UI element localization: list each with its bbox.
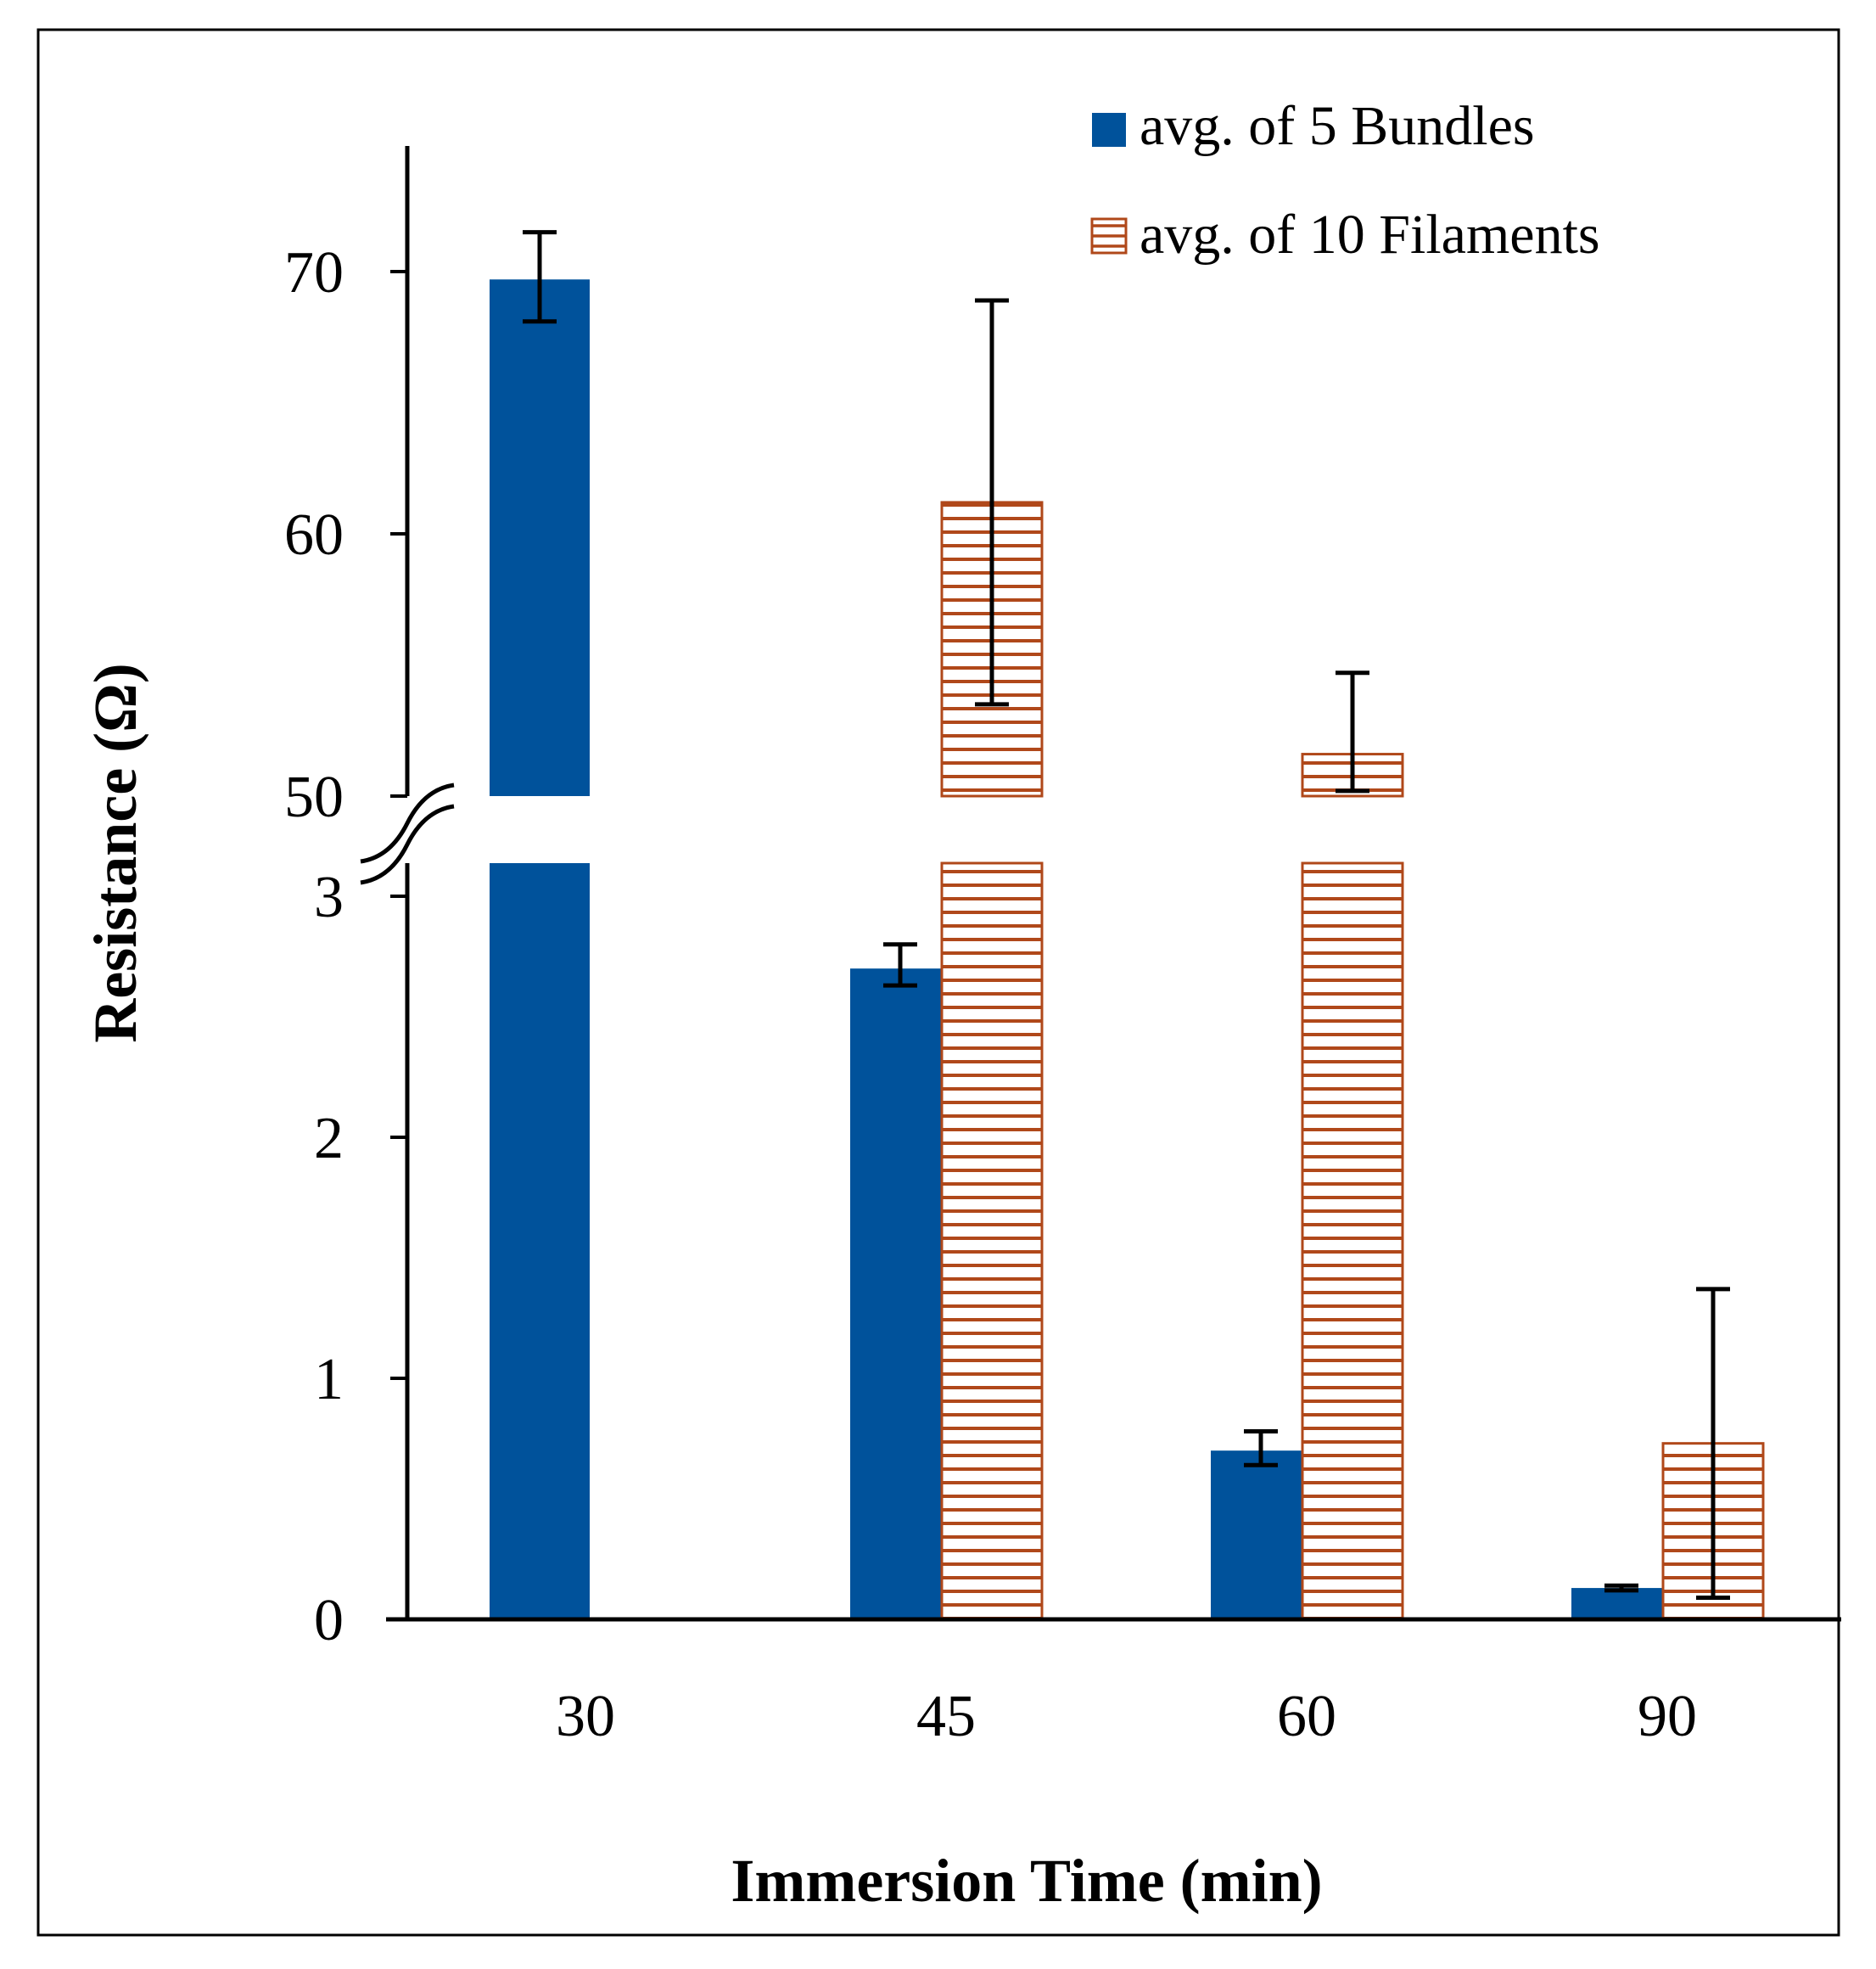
legend: avg. of 5 Bundles avg. of 10 Filaments	[1090, 95, 1600, 266]
x-tick-labels: 30 45 60 90	[556, 1684, 1697, 1749]
chart-frame	[36, 28, 1840, 1937]
bundle-bar	[850, 968, 950, 1619]
bars-layer	[490, 279, 1765, 1621]
x-tick-label: 45	[916, 1684, 976, 1749]
x-tick-label: 60	[1277, 1684, 1336, 1749]
legend-swatch-filaments	[1090, 217, 1128, 255]
y-tick-label: 0	[314, 1588, 344, 1653]
filament-bar-lower	[1301, 861, 1404, 1621]
y-tick-label: 3	[314, 865, 344, 930]
legend-swatch-bundles	[1092, 113, 1126, 147]
bundle-bar-upper	[490, 279, 590, 796]
legend-label-bundles: avg. of 5 Bundles	[1140, 95, 1535, 157]
bundle-bar	[1211, 1450, 1311, 1619]
y-ticks: 0 1 2 3 50 60 70	[284, 240, 407, 1653]
bundle-bar	[1571, 1588, 1672, 1619]
y-axis-title: Resistance (Ω)	[81, 663, 149, 1043]
x-tick-label: 90	[1638, 1684, 1697, 1749]
x-tick-label: 30	[556, 1684, 615, 1749]
filament-bar-lower	[940, 861, 1044, 1621]
y-tick-label: 70	[284, 240, 344, 306]
y-tick-label: 50	[284, 765, 344, 830]
y-tick-label: 1	[314, 1347, 344, 1412]
y-tick-label: 2	[314, 1106, 344, 1171]
x-axis-title: Immersion Time (min)	[731, 1847, 1322, 1915]
bundle-bar-lower	[490, 863, 590, 1619]
legend-label-filaments: avg. of 10 Filaments	[1140, 204, 1600, 266]
axis-break-symbol	[360, 783, 455, 864]
axis-break-symbol-second	[360, 804, 455, 885]
y-axis: 0 1 2 3 50 60 70	[284, 146, 455, 1653]
error-bars-layer	[523, 230, 1730, 1600]
y-tick-label: 60	[284, 502, 344, 568]
